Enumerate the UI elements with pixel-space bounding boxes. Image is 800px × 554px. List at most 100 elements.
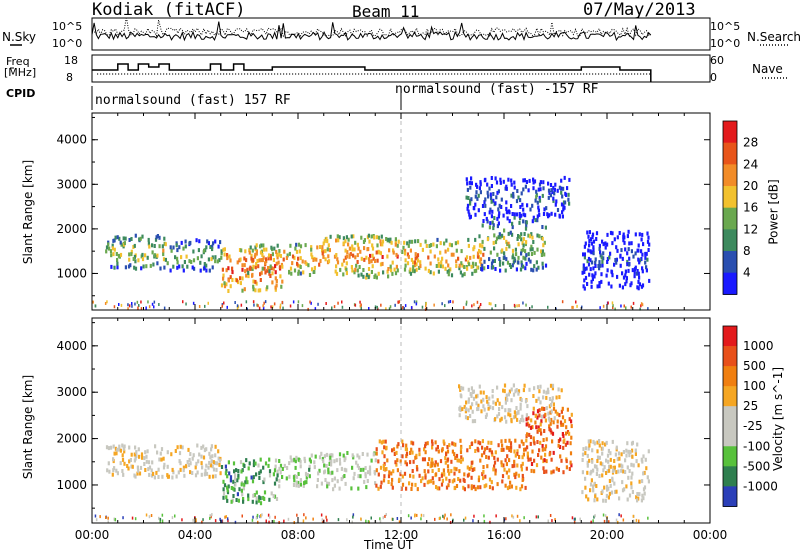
power-cell [619,263,622,268]
velocity-noise-cell [296,513,298,517]
power-noise-cell [337,301,339,305]
cpid-mode-2: normalsound (fast) -157 RF [395,82,599,97]
power-cell [556,188,559,193]
velocity-cell [258,476,261,480]
velocity-cell [510,484,513,489]
power-cell [244,249,247,254]
velocity-cell [212,460,215,465]
power-cell [425,244,428,248]
velocity-cell [144,468,147,472]
velocity-cell [643,491,646,496]
velocity-cell [302,483,305,488]
velocity-cell [135,454,138,459]
velocity-cell [550,430,553,435]
velocity-cell [604,498,607,503]
power-cell [374,259,377,263]
power-cell [227,278,230,283]
velocity-cell [452,442,455,447]
power-noise-cell [404,304,407,308]
velocity-noise-cell [365,519,367,523]
power-cell [345,235,348,240]
velocity-cell [335,458,338,463]
velocity-cell [237,473,240,478]
velocity-cell [286,466,289,470]
velocity-noise-cell [159,517,162,521]
velocity-cell [472,389,475,394]
power-cell [379,262,383,267]
velocity-cell [470,460,473,465]
x-tick-label: 12:00 [384,528,419,542]
power-cell [542,180,545,185]
velocity-cell [501,443,504,448]
velocity-cell [538,408,541,413]
velocity-cell [605,493,608,498]
velocity-cell [560,409,563,414]
velocity-cell [515,485,518,490]
velocity-cell [428,457,431,462]
velocity-cell [383,474,386,479]
power-cell [518,214,521,219]
power-cell [521,241,524,246]
power-cell [523,178,526,183]
velocity-cell [535,425,538,430]
velocity-cell [175,474,178,479]
velocity-cell [438,477,441,482]
power-cell [437,257,440,262]
power-cell [285,256,288,260]
power-cell [252,284,255,289]
velocity-noise-cell [234,520,237,524]
power-cell [209,245,212,249]
power-cell [229,258,232,263]
power-noise-cell [131,302,133,305]
velocity-cell [404,460,407,465]
velocity-noise-cell [274,515,276,519]
velocity-cell [507,412,510,417]
velocity-cell [299,478,302,483]
power-cell [544,225,547,230]
power-noise-cell [310,301,312,305]
velocity-cell [613,465,616,470]
velocity-cell [515,388,518,392]
power-cell [370,234,373,239]
velocity-ytick-label: 4000 [56,339,87,353]
power-cell [269,274,272,278]
velocity-cell [640,498,643,503]
power-cell [503,251,506,256]
velocity-cell [448,443,451,448]
power-cell [542,186,545,191]
velocity-cell [515,406,518,410]
power-cell [522,237,525,242]
power-cell [628,256,631,261]
power-cell [459,270,462,275]
power-cell [204,248,207,253]
power-noise-cell [479,303,482,306]
velocity-cell [134,445,137,450]
power-cell [310,245,313,250]
velocity-cell [197,459,200,464]
velocity-cell [560,422,563,427]
velocity-noise-cell [337,518,340,522]
power-cell [469,185,472,190]
power-cell [321,248,324,253]
velocity-cell [588,443,591,448]
velocity-cell [179,467,182,472]
velocity-cell [366,479,369,483]
velocity-cell [189,470,192,475]
power-cell [188,259,191,264]
power-cell [254,279,257,284]
velocity-cell [493,455,496,460]
velocity-cell [477,440,480,445]
velocity-ytick-label: 2000 [56,432,87,446]
power-cell [319,259,322,263]
power-noise-cell [516,304,518,308]
velocity-cell [544,412,547,417]
velocity-cell [606,484,609,489]
noise-tick-right-bottom: 10^0 [710,37,741,50]
velocity-cell [484,415,488,419]
velocity-cell [258,471,261,476]
power-cell [176,260,179,265]
velocity-cell [119,461,122,466]
velocity-noise-cell [158,516,160,520]
velocity-cell [359,474,362,479]
nsky-label: N.Sky [2,30,37,44]
